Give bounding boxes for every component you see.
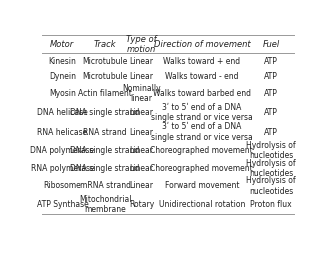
Text: 3ʹ to 5ʹ end of a DNA
single strand or vice versa: 3ʹ to 5ʹ end of a DNA single strand or v…	[151, 123, 253, 142]
Text: DNA single strand: DNA single strand	[71, 108, 140, 117]
Text: Hydrolysis of
nucleotides: Hydrolysis of nucleotides	[246, 141, 296, 160]
Text: Microtubule: Microtubule	[83, 57, 128, 66]
Text: Mitochondrial
membrane: Mitochondrial membrane	[79, 195, 132, 214]
Text: Walks toward barbed end: Walks toward barbed end	[153, 89, 251, 98]
Text: Linear: Linear	[130, 181, 154, 190]
Text: Linear: Linear	[130, 164, 154, 173]
Text: Linear: Linear	[130, 57, 154, 66]
Text: RNA polymerase: RNA polymerase	[31, 164, 94, 173]
Text: Linear: Linear	[130, 146, 154, 155]
Text: Microtubule: Microtubule	[83, 72, 128, 81]
Text: Kinesin: Kinesin	[49, 57, 76, 66]
Text: ATP: ATP	[264, 57, 278, 66]
Text: ATP: ATP	[264, 72, 278, 81]
Text: RNA helicase: RNA helicase	[37, 128, 88, 137]
Text: Motor: Motor	[50, 40, 74, 49]
Text: Type of
motion: Type of motion	[126, 34, 157, 54]
Text: RNA strand: RNA strand	[83, 128, 127, 137]
Text: ATP: ATP	[264, 89, 278, 98]
Text: DNA helicase: DNA helicase	[37, 108, 88, 117]
Text: Walks toward + end: Walks toward + end	[163, 57, 240, 66]
Text: Direction of movement: Direction of movement	[154, 40, 250, 49]
Text: DNA single strand: DNA single strand	[71, 164, 140, 173]
Text: 3ʹ to 5ʹ end of a DNA
single strand or vice versa: 3ʹ to 5ʹ end of a DNA single strand or v…	[151, 103, 253, 122]
Text: Hydrolysis of
nucleotides: Hydrolysis of nucleotides	[246, 159, 296, 178]
Text: mRNA strand: mRNA strand	[80, 181, 131, 190]
Text: Proton flux: Proton flux	[250, 200, 292, 209]
Text: ATP Synthase: ATP Synthase	[36, 200, 88, 209]
Text: ATP: ATP	[264, 128, 278, 137]
Text: Forward movement: Forward movement	[165, 181, 239, 190]
Text: Linear: Linear	[130, 72, 154, 81]
Text: Linear: Linear	[130, 108, 154, 117]
Text: Ribosome: Ribosome	[44, 181, 81, 190]
Text: Dynein: Dynein	[49, 72, 76, 81]
Text: DNA single strand: DNA single strand	[71, 146, 140, 155]
Text: Choreographed movement: Choreographed movement	[151, 146, 253, 155]
Text: DNA polymerase: DNA polymerase	[30, 146, 94, 155]
Text: Choreographed movement: Choreographed movement	[151, 164, 253, 173]
Text: Myosin: Myosin	[49, 89, 76, 98]
Text: Hydrolysis of
nucleotides: Hydrolysis of nucleotides	[246, 176, 296, 196]
Text: Unidirectional rotation: Unidirectional rotation	[159, 200, 245, 209]
Text: Actin filament: Actin filament	[78, 89, 132, 98]
Text: Nominally
linear: Nominally linear	[122, 84, 161, 103]
Text: Fuel: Fuel	[263, 40, 280, 49]
Text: Track: Track	[94, 40, 116, 49]
Text: Walks toward - end: Walks toward - end	[165, 72, 238, 81]
Text: Rotary: Rotary	[129, 200, 154, 209]
Text: Linear: Linear	[130, 128, 154, 137]
Text: ATP: ATP	[264, 108, 278, 117]
